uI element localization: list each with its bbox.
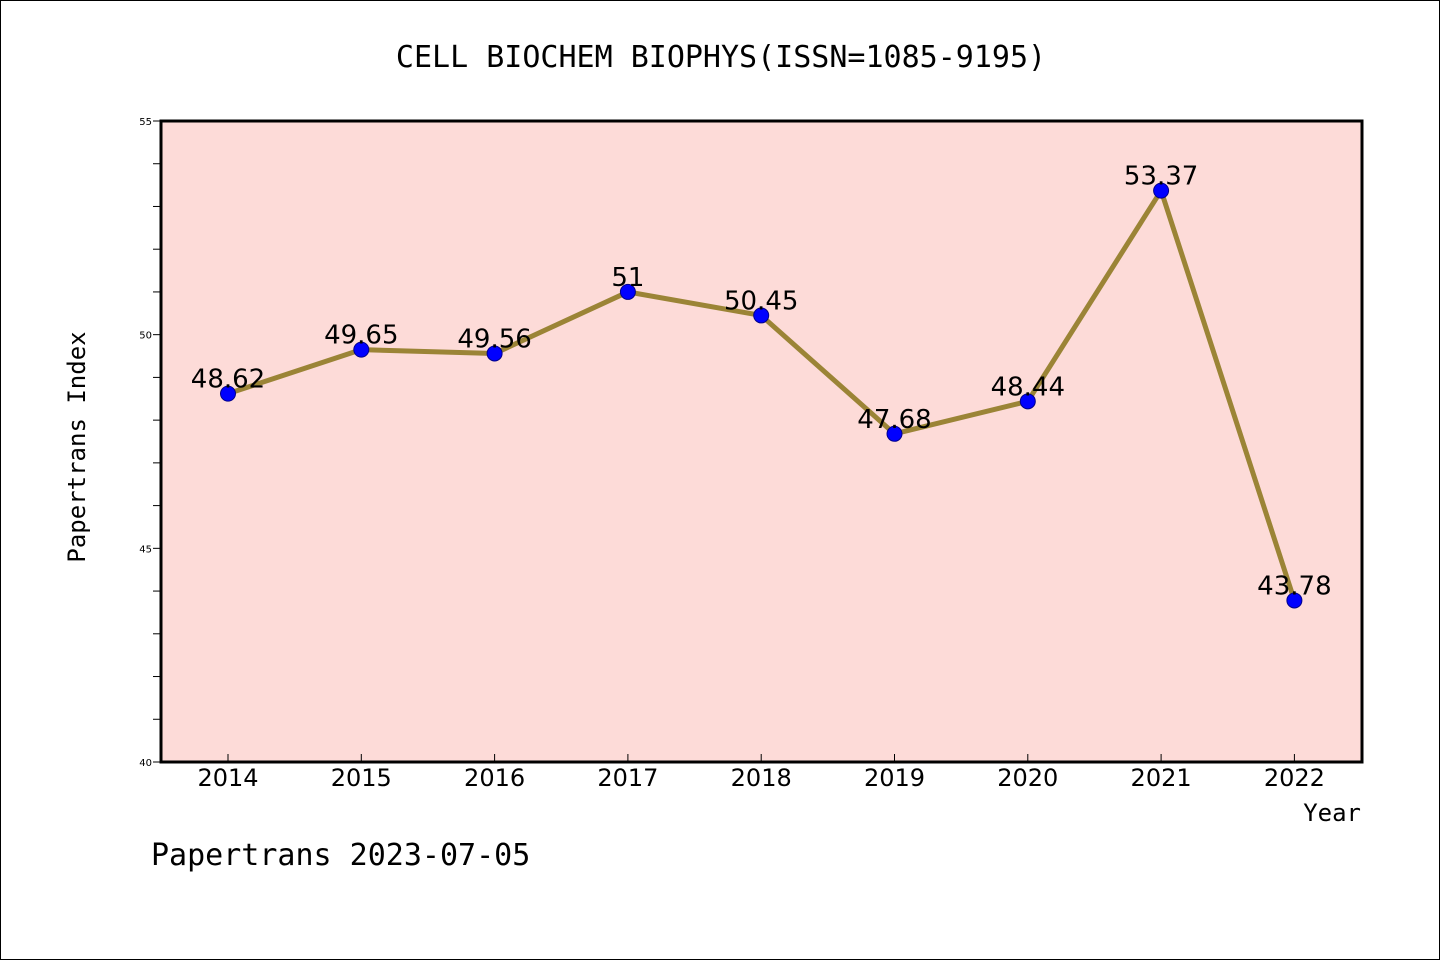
data-label: 49.56 [457, 324, 531, 354]
x-tick-label: 2019 [864, 764, 925, 792]
y-tick-label: 50 [139, 331, 152, 342]
x-tick-label: 2015 [331, 764, 392, 792]
data-label: 50.45 [724, 286, 798, 316]
x-tick-label: 2014 [197, 764, 258, 792]
data-point-marker [353, 341, 370, 358]
data-point-marker [1286, 592, 1303, 609]
x-tick-label: 2021 [1131, 764, 1192, 792]
data-label: 43.78 [1257, 571, 1331, 601]
data-points [220, 182, 1303, 609]
data-point-marker [1153, 182, 1170, 199]
data-label: 47.68 [857, 405, 931, 435]
x-tick-label: 2022 [1264, 764, 1325, 792]
x-tick-label: 2020 [997, 764, 1058, 792]
data-label: 48.44 [991, 372, 1065, 402]
data-label: 53.37 [1124, 162, 1198, 192]
data-point-marker [886, 425, 903, 442]
data-label: 48.62 [191, 365, 265, 395]
y-tick-label: 40 [139, 758, 152, 769]
y-tick-label: 45 [139, 544, 152, 555]
x-tick-label: 2017 [597, 764, 658, 792]
data-label: 51 [611, 263, 644, 293]
data-point-marker [220, 385, 236, 402]
x-axis-ticks: 2014 2015 2016 2017 2018 2019 2020 2021 2022 [197, 754, 1325, 792]
data-label: 49.65 [324, 321, 398, 351]
y-tick-label: 55 [139, 117, 152, 128]
data-point-marker [486, 345, 503, 362]
plot-area [159, 119, 1364, 764]
data-point-marker [1019, 393, 1036, 410]
x-tick-label: 2016 [464, 764, 525, 792]
footer-watermark: Papertrans 2023-07-05 [151, 838, 530, 873]
y-axis-ticks: 40 45 50 55 [139, 117, 161, 769]
x-tick-label: 2018 [731, 764, 792, 792]
x-axis-label: Year [1303, 799, 1361, 827]
y-axis-label: Papertrans Index [63, 331, 91, 562]
data-point-marker [753, 307, 770, 324]
data-point-marker [619, 283, 636, 300]
chart-title: CELL BIOCHEM BIOPHYS(ISSN=1085-9195) [396, 40, 1046, 75]
data-labels: 48.62 49.65 49.56 51 50.45 47.68 48.44 53.37 43.… [191, 162, 1332, 602]
